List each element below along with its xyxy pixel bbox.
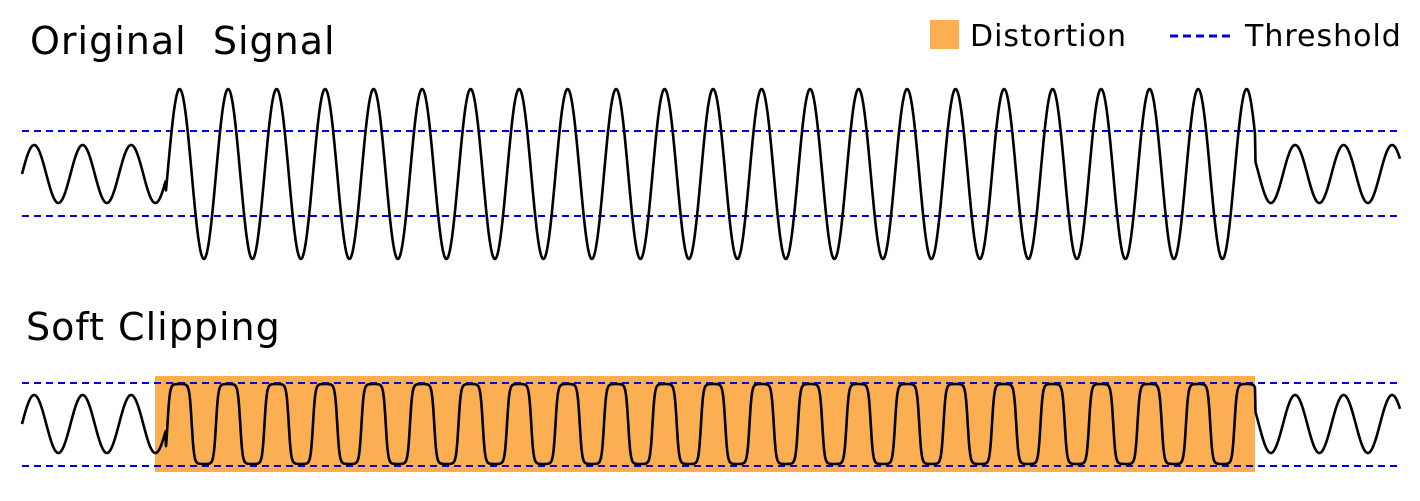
- original-signal-waveform: [20, 87, 1402, 261]
- legend-distortion-swatch: [930, 20, 959, 49]
- legend-distortion-label: Distortion: [970, 19, 1127, 54]
- legend: Distortion Threshold: [930, 19, 1402, 54]
- original-signal-title: Original Signal: [30, 19, 336, 63]
- soft-clipping-panel: Soft Clipping: [20, 305, 1402, 472]
- legend-threshold-label: Threshold: [1244, 19, 1402, 54]
- original-signal-panel: Original Signal: [20, 19, 1402, 261]
- soft-clipping-title: Soft Clipping: [26, 305, 281, 349]
- soft-clipped-waveform: [20, 382, 1402, 466]
